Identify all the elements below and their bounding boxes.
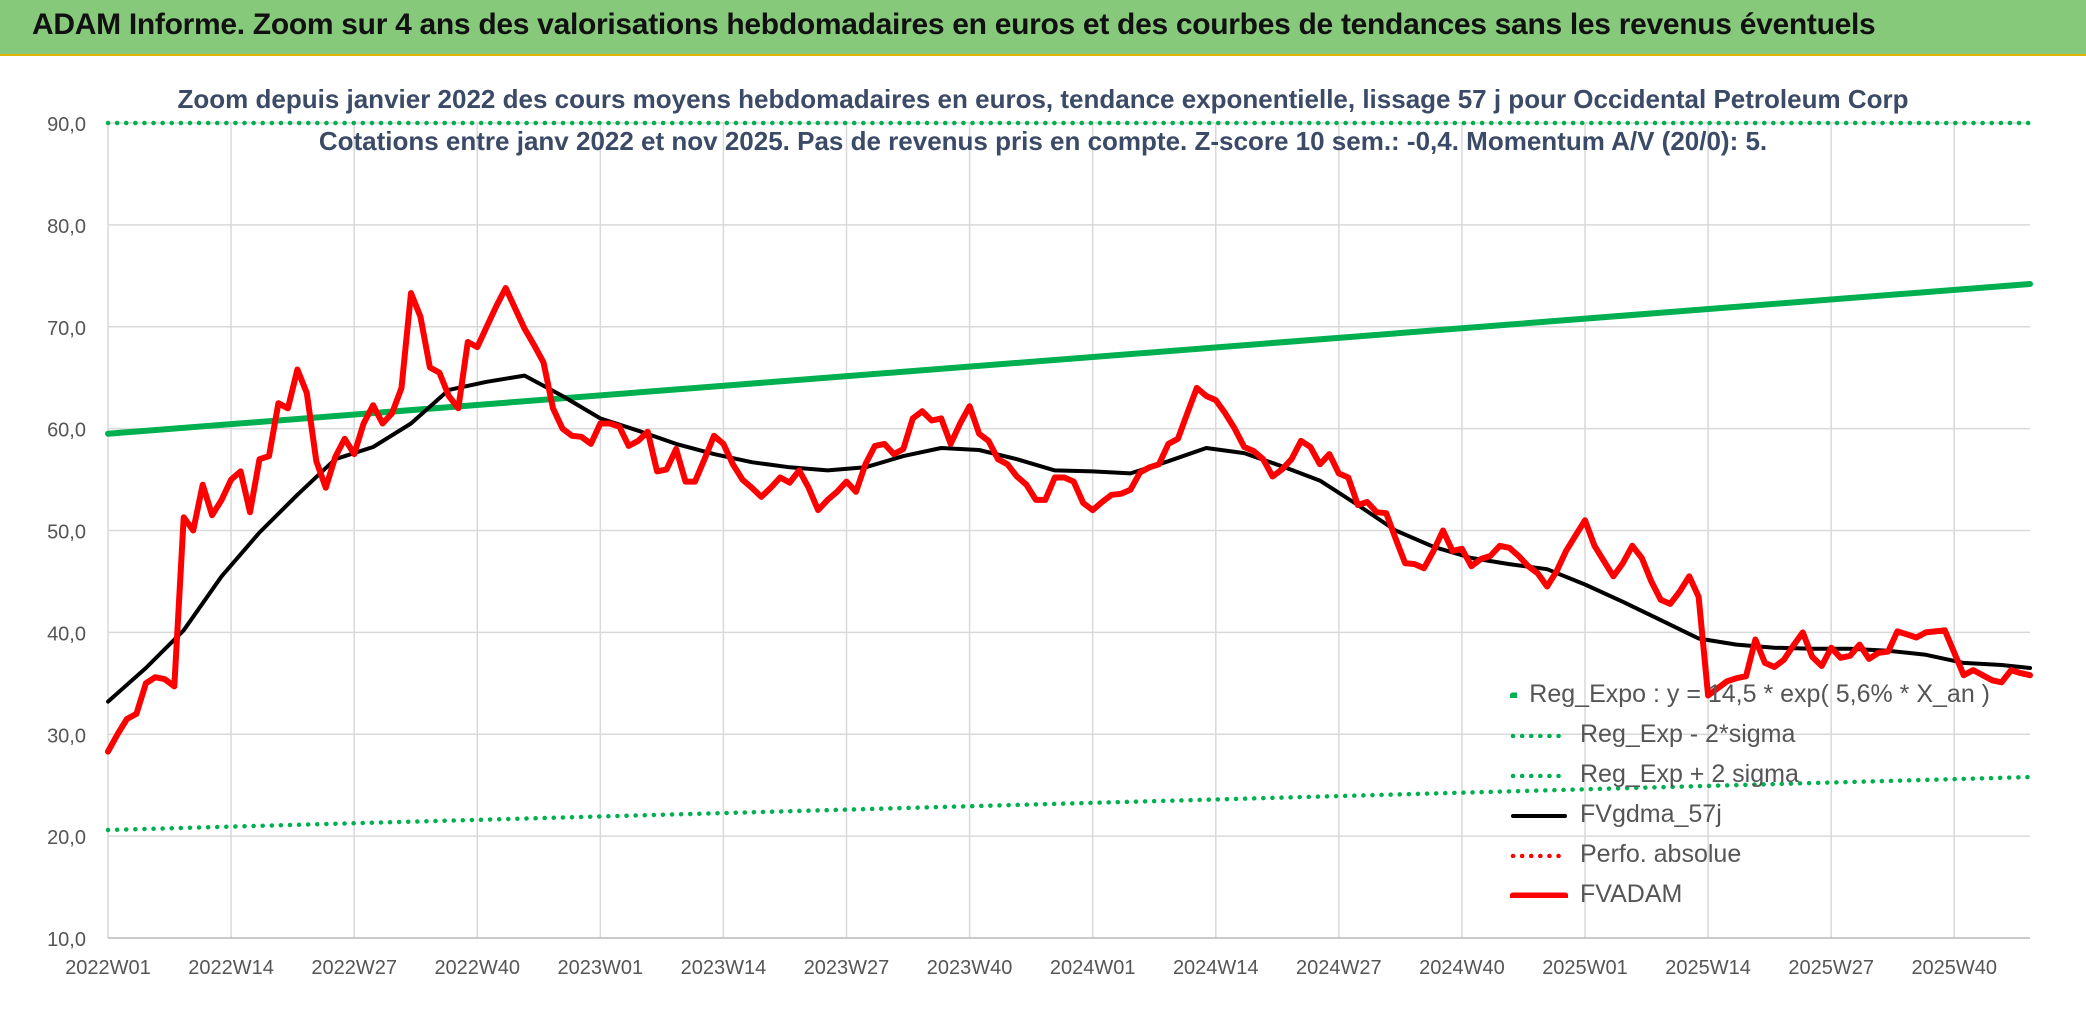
legend-swatch [1510,853,1568,858]
x-tick-label: 2022W27 [311,957,397,979]
x-tick-label: 2023W27 [804,957,890,979]
legend-label: Perfo. absolue [1580,839,1742,868]
x-tick-label: 2023W14 [681,957,767,979]
x-tick-label: 2024W14 [1173,957,1259,979]
y-tick-label: 40,0 [47,623,86,645]
x-tick-label: 2024W27 [1296,957,1382,979]
series-line-0 [105,281,2033,437]
x-tick-label: 2025W14 [1665,957,1751,979]
legend-item: FVgdma_57j [1510,794,1990,834]
x-tick-label: 2024W40 [1419,957,1505,979]
y-tick-label: 60,0 [47,420,86,442]
legend-label: FVADAM [1580,879,1683,908]
legend-label: Reg_Exp + 2 sigma [1580,759,1799,788]
legend-label: Reg_Expo : y = 14,5 * exp( 5,6% * X_an ) [1529,679,1990,708]
x-tick-label: 2022W01 [65,957,151,979]
header-title: ADAM Informe. Zoom sur 4 ans des valoris… [32,8,1876,41]
series-line-3 [106,373,2032,704]
chart-plot: 10,0 20,0 30,0 40,0 50,0 60,0 70,0 80,0 90,0 2022… [47,114,2033,979]
y-tick-label: 50,0 [47,522,86,544]
legend-swatch [1511,814,1567,818]
series-line-5 [105,285,2033,755]
y-tick-label: 30,0 [47,725,86,747]
x-tick-label: 2022W14 [188,957,274,979]
legend-swatch [1510,692,1518,698]
legend-label: FVgdma_57j [1580,799,1722,828]
x-tick-label: 2023W01 [558,957,644,979]
legend-swatch [1510,733,1568,738]
chart-title: Zoom depuis janvier 2022 des cours moyen… [177,84,1909,114]
series-line-1 [105,774,2033,833]
x-tick-label: 2022W40 [434,957,520,979]
x-tick-label: 2025W01 [1542,957,1628,979]
y-tick-label: 20,0 [47,827,86,849]
chart-legend: Reg_Expo : y = 14,5 * exp( 5,6% * X_an )… [1510,674,1990,914]
legend-item: Reg_Expo : y = 14,5 * exp( 5,6% * X_an ) [1510,674,1990,714]
legend-swatch [1510,773,1568,778]
x-tick-label: 2025W40 [1911,957,1997,979]
legend-item: Reg_Exp + 2 sigma [1510,754,1990,794]
header-bar: ADAM Informe. Zoom sur 4 ans des valoris… [0,0,2086,56]
legend-item: FVADAM [1510,874,1990,914]
legend-item: Reg_Exp - 2*sigma [1510,714,1990,754]
y-tick-label: 10,0 [47,929,86,951]
y-tick-label: 70,0 [47,318,86,340]
legend-swatch [1510,892,1568,898]
legend-item: Perfo. absolue [1510,834,1990,874]
x-tick-label: 2025W27 [1788,957,1874,979]
chart-area: 10,0 20,0 30,0 40,0 50,0 60,0 70,0 80,0 90,0 2022… [0,56,2086,1031]
chart-subtitle: Cotations entre janv 2022 et nov 2025. P… [318,126,1768,156]
legend-label: Reg_Exp - 2*sigma [1580,719,1796,748]
y-tick-label: 90,0 [47,114,86,136]
x-tick-label: 2024W01 [1050,957,1136,979]
x-tick-label: 2023W40 [927,957,1013,979]
y-tick-label: 80,0 [47,216,86,238]
